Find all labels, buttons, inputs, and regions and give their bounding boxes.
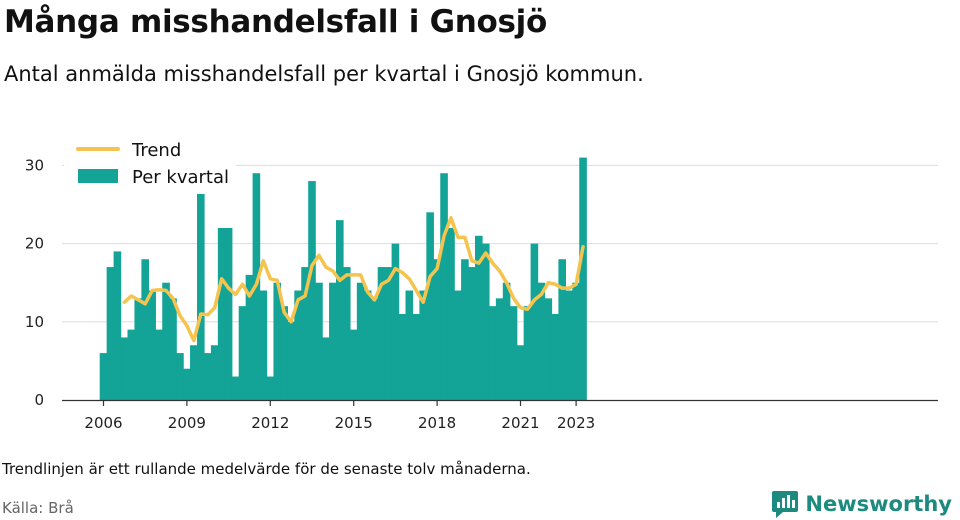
bar [468,267,476,400]
bar [391,243,400,400]
bar [398,313,407,400]
bar [544,298,553,400]
bar [148,290,156,400]
legend-background [64,134,236,194]
bar [106,267,115,400]
bar [134,298,143,400]
y-tick-label: 10 [25,313,44,331]
legend-bar-label: Per kvartal [132,167,229,188]
bar [322,337,330,400]
bar [120,337,129,400]
bar [356,282,365,400]
newsworthy-logo-icon [772,491,799,518]
bar [197,188,205,400]
bar [447,227,455,400]
bar [502,282,511,400]
bar [370,298,379,400]
x-tick-label: 2015 [335,414,373,432]
bar [475,235,483,400]
bar [210,345,219,400]
bar [454,290,462,400]
bar [273,282,282,400]
bar [363,290,372,400]
bar [412,313,421,400]
brand: Newsworthy [771,489,952,519]
bar [329,282,337,400]
bar [579,157,587,400]
bar [245,274,254,400]
bar [287,321,295,400]
chart-title: Många misshandelsfall i Gnosjö [4,4,547,40]
bar [113,251,122,400]
brand-name: Newsworthy [805,492,952,516]
legend-trend-label: Trend [131,140,181,161]
bar [481,243,490,400]
y-tick-label: 20 [25,235,44,253]
bar [523,306,532,400]
bar [176,353,184,400]
bar [231,376,240,400]
footnote: Trendlinjen är ett rullande medelvärde f… [2,460,531,478]
bar [516,345,525,400]
x-tick-label: 2023 [557,414,595,432]
bar [440,173,448,400]
bar [99,353,108,400]
bar [141,259,149,400]
bar [377,267,386,400]
x-tick-label: 2012 [251,414,289,432]
bar [495,298,504,400]
bar-series [99,157,587,400]
bar [155,329,163,400]
bar [238,306,247,400]
bar [294,290,302,400]
trend-line [122,216,585,343]
bar [127,329,136,400]
legend-bar-swatch [78,169,118,183]
bar [405,290,414,400]
x-tick-label: 2006 [84,414,122,432]
bar [537,282,546,400]
source-note: Källa: Brå [2,499,74,517]
x-tick-label: 2018 [418,414,456,432]
bar [433,259,441,400]
x-tick-label: 2009 [168,414,206,432]
bar [426,212,434,400]
bar [419,290,427,400]
bar [301,267,309,400]
bar [488,306,497,400]
bar [308,181,316,400]
bar [565,290,573,400]
axes: 0 10 20 30 2006 2009 2012 2015 2018 2021 2023 [25,156,938,432]
bar [266,376,275,400]
trend-series [122,216,585,343]
bar [315,282,323,400]
bar [342,267,351,400]
chart: 0 10 20 30 2006 2009 2012 2015 2018 2021 2023 Tren… [25,134,938,432]
y-tick-label: 30 [25,156,44,174]
bar [509,306,518,400]
x-tick-label: 2021 [501,414,539,432]
bar [558,259,566,400]
bar [259,290,268,400]
bar [551,313,560,400]
chart-subtitle: Antal anmälda misshandelsfall per kvarta… [4,62,644,86]
bar [183,368,191,400]
bar [203,353,212,400]
bar [461,259,469,400]
bar [217,227,226,400]
bar [190,345,198,400]
bar [572,282,580,400]
bar [162,282,170,400]
bar [336,220,344,400]
bar [530,243,539,400]
legend: Trend Per kvartal [64,134,236,194]
bar [384,267,393,400]
y-tick-label: 0 [34,391,44,409]
bar [169,298,177,400]
bar [349,329,358,400]
bar [280,306,288,400]
bar [224,227,233,400]
